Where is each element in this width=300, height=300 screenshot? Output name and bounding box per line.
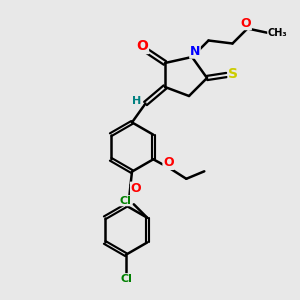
Text: O: O [163, 156, 174, 170]
Text: CH₃: CH₃ [268, 28, 287, 38]
Text: O: O [136, 40, 148, 53]
Text: O: O [130, 182, 141, 195]
Text: H: H [133, 95, 142, 106]
Text: S: S [228, 67, 238, 80]
Text: N: N [190, 45, 200, 58]
Text: Cl: Cl [120, 274, 132, 284]
Text: Cl: Cl [119, 196, 131, 206]
Text: O: O [241, 16, 251, 30]
